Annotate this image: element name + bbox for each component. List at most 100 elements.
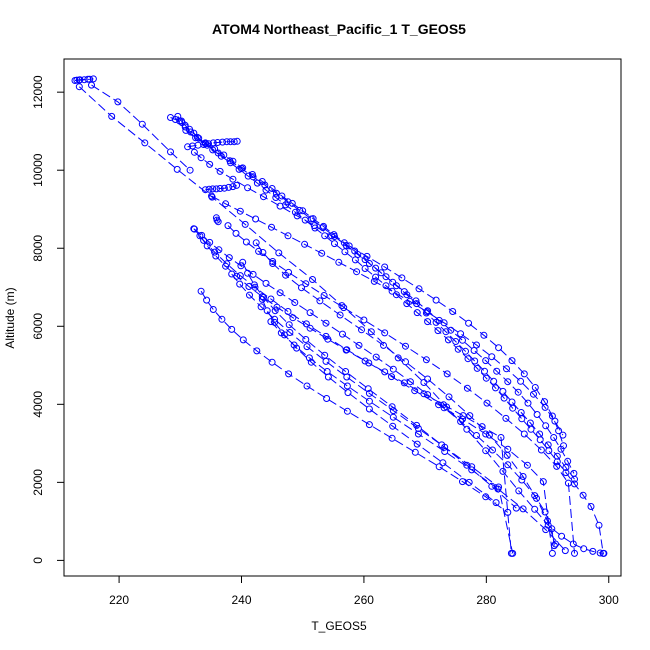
data-point	[341, 248, 349, 256]
data-point	[439, 459, 447, 467]
data-point	[454, 345, 462, 353]
data-point	[435, 463, 443, 471]
data-point	[363, 252, 371, 260]
data-point	[259, 249, 267, 256]
data-point	[388, 287, 396, 295]
data-point	[548, 549, 556, 557]
data-point	[236, 207, 244, 215]
data-point	[222, 200, 230, 208]
data-point	[73, 76, 81, 84]
data-point	[459, 412, 467, 420]
data-point	[343, 346, 351, 354]
data-point	[483, 399, 491, 407]
data-point	[114, 98, 122, 106]
data-point	[232, 229, 240, 237]
data-point	[284, 308, 292, 315]
data-point	[214, 139, 222, 146]
data-point	[542, 422, 550, 430]
data-point	[463, 384, 471, 392]
data-point	[442, 328, 450, 336]
data-point	[88, 81, 95, 89]
data-point	[258, 295, 266, 303]
data-point	[411, 387, 419, 395]
data-point	[365, 260, 373, 267]
data-point	[466, 412, 474, 420]
data-point	[517, 409, 525, 416]
data-point	[502, 414, 510, 422]
data-point	[533, 494, 540, 502]
series-2	[75, 83, 608, 557]
data-point	[302, 336, 310, 343]
series-9	[201, 181, 241, 194]
data-point	[75, 83, 83, 91]
data-point	[365, 405, 373, 413]
data-point	[228, 325, 236, 333]
data-point	[562, 469, 570, 477]
data-point	[599, 549, 607, 557]
data-point	[354, 251, 362, 258]
data-point	[253, 179, 261, 187]
data-point	[443, 370, 451, 378]
data-point	[365, 359, 373, 367]
data-point	[497, 434, 505, 441]
data-point	[465, 319, 473, 327]
data-point	[527, 425, 535, 433]
data-point	[541, 403, 549, 411]
data-point	[562, 464, 570, 471]
data-point	[196, 232, 204, 240]
data-point	[203, 141, 211, 149]
data-point	[564, 479, 572, 487]
data-point	[296, 206, 304, 214]
data-point	[225, 183, 233, 191]
x-tick-label: 240	[231, 593, 251, 607]
data-point	[512, 504, 520, 512]
series-7	[184, 137, 241, 151]
data-point	[272, 189, 280, 197]
data-point	[250, 281, 258, 289]
data-point	[336, 311, 344, 319]
data-point	[255, 247, 263, 255]
data-point	[197, 287, 205, 295]
data-point	[485, 431, 493, 439]
data-point	[382, 273, 390, 281]
data-point	[394, 354, 402, 362]
data-point	[302, 280, 310, 288]
data-point	[226, 157, 234, 165]
data-point	[340, 304, 348, 312]
data-point	[372, 264, 380, 272]
data-point	[551, 417, 559, 425]
series-16	[252, 239, 559, 548]
data-point	[524, 399, 532, 407]
data-point	[361, 357, 369, 365]
data-point	[478, 423, 486, 431]
data-point	[360, 316, 368, 324]
data-point	[224, 222, 232, 230]
series-line	[194, 151, 564, 446]
data-point	[268, 223, 275, 231]
data-point	[500, 394, 508, 402]
data-point	[209, 146, 217, 154]
data-point	[303, 343, 311, 351]
data-point	[331, 233, 338, 240]
data-point	[249, 173, 257, 181]
series-line	[199, 235, 512, 554]
data-point	[288, 199, 296, 207]
data-point	[462, 347, 469, 355]
series-line	[255, 242, 556, 545]
data-point	[423, 308, 431, 316]
data-point	[201, 139, 209, 147]
data-point	[174, 112, 182, 120]
data-point	[257, 303, 265, 311]
data-point	[413, 440, 421, 448]
data-point	[424, 318, 432, 326]
data-point	[561, 547, 569, 555]
series-line	[270, 321, 566, 551]
data-point	[323, 368, 331, 375]
series-21	[267, 318, 569, 555]
data-point	[508, 398, 516, 406]
data-point	[269, 260, 277, 267]
data-point	[186, 166, 194, 174]
data-point	[400, 288, 408, 296]
data-point	[201, 186, 209, 194]
data-point	[239, 336, 247, 344]
